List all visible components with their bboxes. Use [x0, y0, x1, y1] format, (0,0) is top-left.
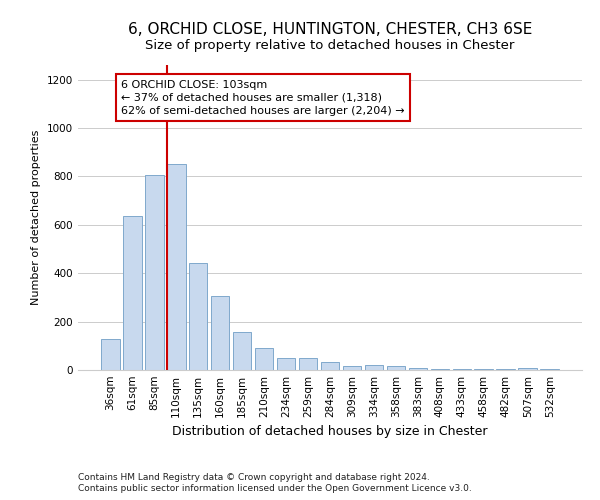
- Text: Contains public sector information licensed under the Open Government Licence v3: Contains public sector information licen…: [78, 484, 472, 493]
- Bar: [452, 369, 471, 370]
- Bar: [167, 164, 185, 370]
- Bar: [518, 368, 537, 370]
- Bar: [386, 366, 405, 370]
- Bar: [123, 216, 142, 370]
- Text: Size of property relative to detached houses in Chester: Size of property relative to detached ho…: [145, 39, 515, 52]
- X-axis label: Distribution of detached houses by size in Chester: Distribution of detached houses by size …: [172, 426, 488, 438]
- Bar: [541, 369, 559, 370]
- Text: Contains HM Land Registry data © Crown copyright and database right 2024.: Contains HM Land Registry data © Crown c…: [78, 472, 430, 482]
- Y-axis label: Number of detached properties: Number of detached properties: [31, 130, 41, 305]
- Bar: [255, 348, 274, 370]
- Bar: [365, 365, 383, 370]
- Bar: [343, 366, 361, 370]
- Bar: [189, 264, 208, 370]
- Bar: [496, 369, 515, 370]
- Bar: [211, 296, 229, 370]
- Bar: [233, 332, 251, 370]
- Bar: [299, 358, 317, 370]
- Bar: [409, 368, 427, 370]
- Bar: [431, 369, 449, 370]
- Bar: [475, 369, 493, 370]
- Text: 6 ORCHID CLOSE: 103sqm
← 37% of detached houses are smaller (1,318)
62% of semi-: 6 ORCHID CLOSE: 103sqm ← 37% of detached…: [121, 80, 405, 116]
- Bar: [320, 362, 340, 370]
- Text: 6, ORCHID CLOSE, HUNTINGTON, CHESTER, CH3 6SE: 6, ORCHID CLOSE, HUNTINGTON, CHESTER, CH…: [128, 22, 532, 38]
- Bar: [145, 175, 164, 370]
- Bar: [101, 338, 119, 370]
- Bar: [277, 358, 295, 370]
